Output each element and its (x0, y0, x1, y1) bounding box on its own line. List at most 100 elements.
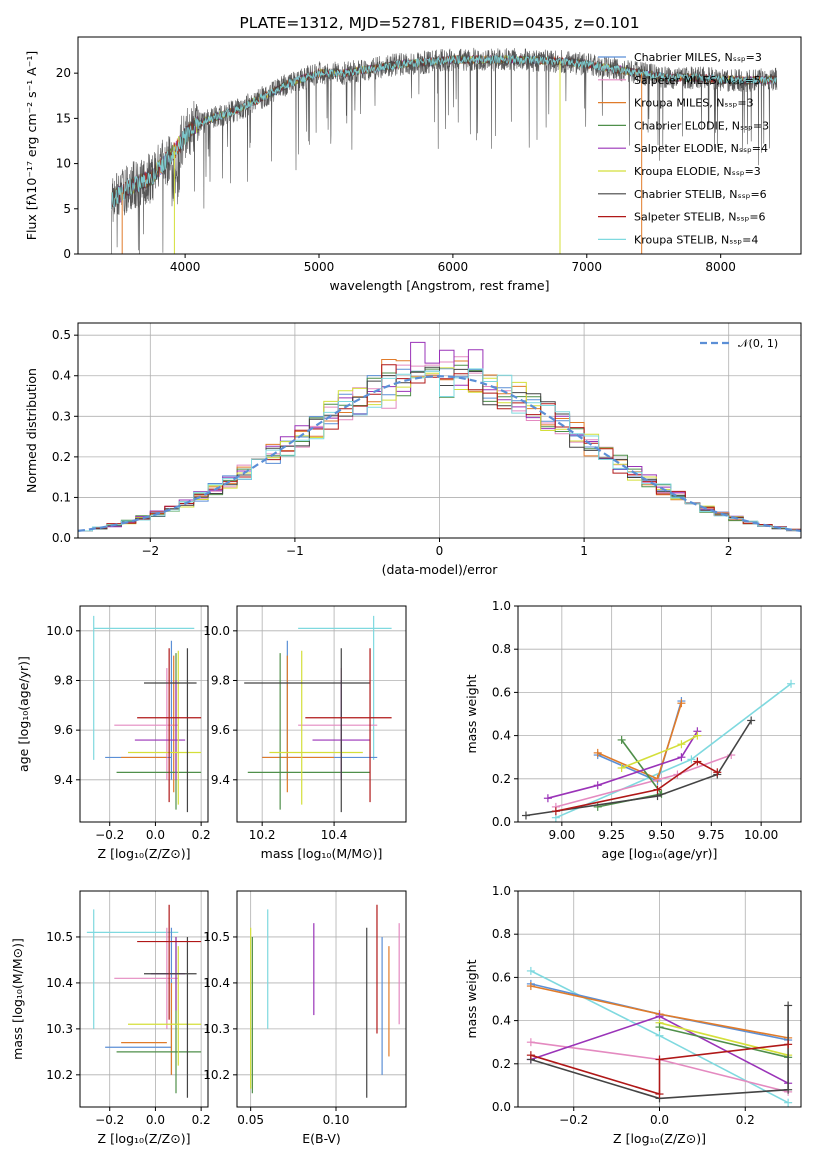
point-marker (784, 1001, 793, 1010)
series-line (547, 730, 699, 799)
y-axis-label: mass weight (464, 674, 479, 753)
errorbar-point (298, 615, 392, 760)
errorbar-point (262, 640, 378, 780)
point-marker (677, 699, 686, 708)
x-tick-label: −0.2 (559, 1113, 588, 1127)
x-tick-label: 9.75 (698, 828, 725, 842)
errorbar-point (105, 640, 173, 780)
weight-vs-metallicity-panel: −0.2 0.0 0.2 0.0 0.2 0.4 0.6 0.8 1.0 Z [log₁₀(Z/Z… (464, 884, 802, 1146)
y-tick-label: 0.2 (492, 1057, 511, 1071)
x-tick-label: 9.50 (648, 828, 675, 842)
y-axis-label: mass [log₁₀(M/M⊙)] (10, 938, 25, 1060)
y-axis-label: age [log₁₀(age/yr)] (16, 656, 31, 772)
point-marker (655, 1031, 664, 1040)
point-marker (521, 811, 530, 820)
weight-vs-age-panel: 9.00 9.25 9.50 9.75 10.00 0.0 0.2 0.4 0.6 0.8 1.0 a… (464, 599, 802, 861)
legend-label: Salpeter MILES, Nₛₛₚ=5 (634, 74, 761, 87)
x-tick-label: 10.2 (249, 828, 276, 842)
y-tick-label: 10.5 (203, 930, 230, 944)
errorbar-point (298, 668, 378, 780)
x-tick-label: 10.4 (321, 828, 348, 842)
x-tick-label: 0.0 (146, 828, 165, 842)
point-marker (526, 966, 535, 975)
x-axis-label: E(B-V) (302, 1131, 341, 1146)
y-tick-label: 0.8 (492, 642, 511, 656)
y-tick-label: 9.6 (211, 723, 230, 737)
y-tick-label: 0.4 (492, 1014, 511, 1028)
point-marker (551, 807, 560, 816)
errorbar-point (128, 946, 202, 1066)
chart-title: PLATE=1312, MJD=52781, FIBERID=0435, z=0… (239, 14, 639, 32)
y-tick-label: 5 (63, 202, 71, 216)
y-tick-label: 0 (63, 247, 71, 261)
legend-label: 𝒩(0, 1) (738, 337, 778, 350)
point-marker (655, 1055, 664, 1064)
x-tick-label: 0.2 (192, 1113, 211, 1127)
age-vs-metallicity-panel: −0.2 0.0 0.2 9.4 9.6 9.8 10.0 Z [log₁₀(Z/Z⊙)] ag… (16, 605, 211, 861)
histogram-step (78, 368, 801, 532)
errorbar-point (116, 653, 202, 810)
y-tick-label: 20 (56, 66, 71, 80)
point-marker (526, 1051, 535, 1060)
errorbar-point (134, 680, 186, 780)
legend-label: Kroupa ELODIE, Nₛₛₚ=3 (634, 165, 761, 178)
x-tick-label: −0.2 (95, 828, 124, 842)
point-marker (747, 716, 756, 725)
y-tick-label: 10.5 (46, 930, 73, 944)
point-marker (617, 735, 626, 744)
y-axis-label: Normed distribution (24, 368, 39, 493)
point-marker (655, 1090, 664, 1099)
x-tick-label: 10.00 (744, 828, 778, 842)
x-tick-label: 0.2 (736, 1113, 755, 1127)
series-line (659, 1022, 789, 1056)
histograms (78, 341, 801, 532)
y-tick-label: 10.3 (203, 1022, 230, 1036)
point-marker (617, 764, 626, 772)
x-axis-label: Z [log₁₀(Z/Z⊙)] (613, 1131, 706, 1146)
y-axis-label: Flux [fλ10⁻¹⁷ erg cm⁻² s⁻¹ A⁻¹] (24, 51, 39, 240)
x-tick-label: −2 (141, 544, 159, 558)
point-marker (784, 1040, 793, 1049)
legend-label: Kroupa STELIB, Nₛₛₚ=4 (634, 233, 758, 246)
y-tick-label: 0.6 (492, 970, 511, 984)
errorbar-point (86, 909, 179, 1029)
legend-label: Kroupa MILES, Nₛₛₚ=3 (634, 97, 754, 110)
point-marker (653, 785, 662, 794)
x-tick-label: 9.00 (548, 828, 575, 842)
x-axis-label: Z [log₁₀(Z/Z⊙)] (98, 846, 191, 861)
y-tick-label: 10 (56, 157, 71, 171)
errorbar-point (114, 927, 179, 1029)
x-tick-label: 6000 (438, 260, 469, 274)
errorbar-point (116, 936, 202, 1094)
errorbar-point (137, 904, 202, 1020)
point-marker (784, 1098, 793, 1107)
series-line (555, 754, 732, 808)
point-marker (693, 757, 702, 766)
point-marker (526, 1038, 535, 1047)
y-tick-label: 9.6 (54, 723, 73, 737)
x-tick-label: 8000 (705, 260, 736, 274)
point-marker (787, 679, 796, 688)
x-tick-label: 0.0 (650, 1113, 669, 1127)
plot-frame (77, 322, 802, 539)
y-tick-label: 0.4 (52, 369, 71, 383)
x-axis-label: mass [log₁₀(M/M⊙)] (261, 846, 383, 861)
spectrum-line (111, 54, 777, 209)
normal-curve (78, 375, 801, 532)
histogram-step (78, 341, 801, 532)
y-tick-label: 1.0 (492, 884, 511, 898)
point-marker (593, 748, 602, 757)
y-tick-label: 0.1 (52, 490, 71, 504)
errorbar-point (144, 648, 197, 813)
errorbar-point (262, 655, 335, 793)
y-tick-label: 0.8 (492, 927, 511, 941)
plot-frame (517, 890, 802, 1108)
errorbar-point (114, 668, 179, 780)
errorbar-point (121, 655, 175, 793)
series-line (659, 1026, 789, 1059)
age-vs-mass-panel: 10.2 10.4 9.4 9.6 9.8 10.0 mass [log₁₀(M/M⊙)] (203, 605, 407, 861)
y-tick-label: 10.3 (46, 1022, 73, 1036)
y-tick-label: 9.8 (54, 673, 73, 687)
x-tick-label: 5000 (304, 260, 335, 274)
